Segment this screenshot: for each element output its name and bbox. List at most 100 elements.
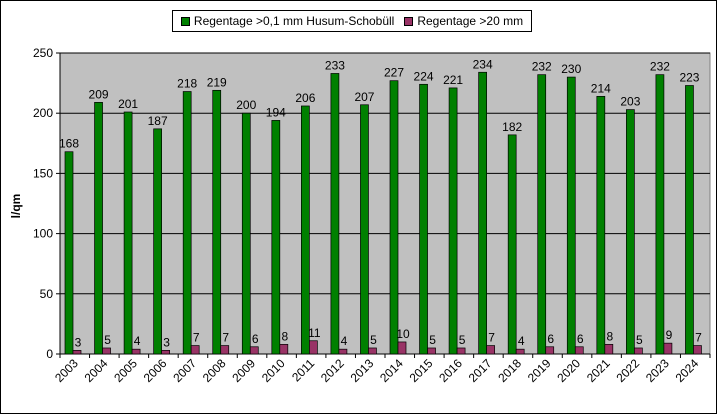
x-tick-label-2017: 2017	[466, 356, 495, 385]
x-tick-label-2003: 2003	[52, 356, 81, 385]
bar-series-2-2007	[190, 345, 200, 355]
x-tick-label-2007: 2007	[170, 356, 199, 385]
bar-series-2-2003	[72, 350, 82, 355]
data-label-series-2-2019: 6	[547, 332, 554, 346]
legend-label-series-2: Regentage >20 mm	[417, 14, 524, 28]
data-label-series-1-2021: 214	[591, 81, 611, 95]
data-label-series-2-2013: 5	[370, 333, 377, 347]
y-tick-label-100: 100	[33, 227, 53, 241]
bar-series-2-2014	[397, 341, 407, 355]
bar-series-2-2022	[634, 347, 643, 355]
bar-series-2-2017	[486, 345, 495, 355]
legend-swatch-series-1	[180, 16, 190, 26]
bar-series-2-2005	[131, 348, 141, 355]
y-tick-label-50: 50	[40, 287, 54, 301]
bar-series-2-2006	[161, 350, 170, 355]
bar-series-2-2015	[427, 347, 436, 355]
bar-series-2-2016	[456, 347, 466, 355]
bar-series-1-2012	[330, 73, 340, 355]
x-tick-label-2018: 2018	[495, 356, 524, 385]
bar-series-2-2009	[249, 346, 259, 355]
bar-series-1-2013	[360, 104, 369, 355]
bar-series-2-2013	[368, 347, 377, 355]
bar-series-1-2024	[685, 85, 694, 355]
legend-label-series-1: Regentage >0,1 mm Husum-Schobüll	[193, 14, 395, 28]
bar-series-1-2017	[478, 71, 487, 355]
data-label-series-1-2008: 219	[207, 75, 227, 89]
bar-series-1-2016	[448, 87, 458, 355]
x-tick-label-2015: 2015	[407, 356, 436, 385]
data-label-series-2-2015: 5	[429, 333, 436, 347]
data-label-series-1-2016: 221	[443, 73, 463, 87]
x-tick-label-2009: 2009	[229, 356, 258, 385]
data-label-series-2-2011: 11	[308, 326, 321, 340]
data-label-series-2-2012: 4	[341, 334, 348, 348]
legend: Regentage >0,1 mm Husum-Schobüll Regenta…	[172, 10, 532, 32]
data-label-series-2-2008: 7	[222, 331, 229, 345]
data-label-series-2-2016: 5	[459, 333, 466, 347]
data-label-series-1-2018: 182	[502, 120, 522, 134]
data-label-series-2-2023: 9	[666, 328, 673, 342]
data-label-series-1-2017: 234	[473, 57, 493, 71]
data-label-series-1-2014: 227	[384, 66, 404, 80]
bar-series-1-2006	[153, 128, 162, 355]
data-label-series-1-2007: 218	[177, 77, 197, 91]
bar-series-1-2023	[655, 74, 665, 355]
bar-series-1-2003	[64, 151, 74, 355]
x-tick-label-2008: 2008	[200, 356, 229, 385]
bar-series-2-2018	[515, 348, 525, 355]
x-tick-label-2005: 2005	[111, 356, 140, 385]
y-tick-label-200: 200	[33, 106, 53, 120]
x-tick-label-2010: 2010	[259, 356, 288, 385]
data-label-series-1-2013: 207	[354, 90, 374, 104]
bar-series-2-2004	[102, 347, 111, 355]
bar-series-1-2014	[389, 80, 399, 355]
x-tick-label-2006: 2006	[141, 356, 170, 385]
x-tick-label-2024: 2024	[673, 356, 702, 385]
x-tick-label-2013: 2013	[348, 356, 377, 385]
bar-series-2-2024	[693, 345, 702, 355]
data-label-series-2-2014: 10	[396, 327, 410, 341]
data-label-series-2-2009: 6	[252, 332, 259, 346]
bar-series-1-2011	[301, 105, 310, 355]
bar-series-1-2005	[123, 111, 133, 355]
y-tick-label-0: 0	[46, 347, 53, 361]
data-label-series-1-2020: 230	[561, 62, 581, 76]
y-tick-label-150: 150	[33, 166, 53, 180]
data-label-series-1-2019: 232	[532, 60, 552, 74]
data-label-series-1-2023: 232	[650, 60, 670, 74]
bar-series-2-2021	[604, 344, 614, 355]
bar-series-2-2019	[545, 346, 555, 355]
bar-series-2-2023	[663, 342, 673, 355]
x-tick-label-2014: 2014	[377, 356, 406, 385]
x-tick-label-2022: 2022	[613, 356, 642, 385]
bar-series-2-2010	[279, 344, 289, 355]
bar-series-1-2020	[566, 76, 576, 355]
data-label-series-2-2022: 5	[636, 333, 643, 347]
data-label-series-2-2020: 6	[577, 332, 584, 346]
data-label-series-1-2009: 200	[236, 98, 256, 112]
bar-series-1-2009	[241, 112, 251, 355]
bar-series-1-2004	[94, 102, 103, 355]
y-axis-label: l/qm	[9, 194, 23, 219]
x-tick-label-2004: 2004	[82, 356, 111, 385]
legend-item-series-2: Regentage >20 mm	[404, 14, 523, 28]
data-label-series-2-2006: 3	[163, 335, 170, 349]
bar-series-2-2012	[338, 348, 348, 355]
data-label-series-2-2005: 4	[134, 334, 141, 348]
bar-series-1-2019	[537, 74, 547, 355]
bar-series-1-2022	[626, 109, 635, 355]
data-label-series-2-2024: 7	[695, 331, 702, 345]
bar-series-1-2007	[182, 91, 192, 355]
data-label-series-1-2010: 194	[266, 105, 286, 119]
data-label-series-1-2012: 233	[325, 58, 345, 72]
data-label-series-1-2003: 168	[59, 137, 79, 151]
data-label-series-1-2005: 201	[118, 97, 138, 111]
data-label-series-1-2024: 223	[679, 71, 699, 85]
bar-series-1-2015	[419, 83, 428, 355]
legend-swatch-series-2	[404, 16, 414, 26]
data-label-series-2-2004: 5	[104, 333, 111, 347]
bar-series-2-2020	[574, 346, 584, 355]
data-label-series-1-2022: 203	[620, 95, 640, 109]
bar-series-1-2010	[271, 120, 281, 355]
